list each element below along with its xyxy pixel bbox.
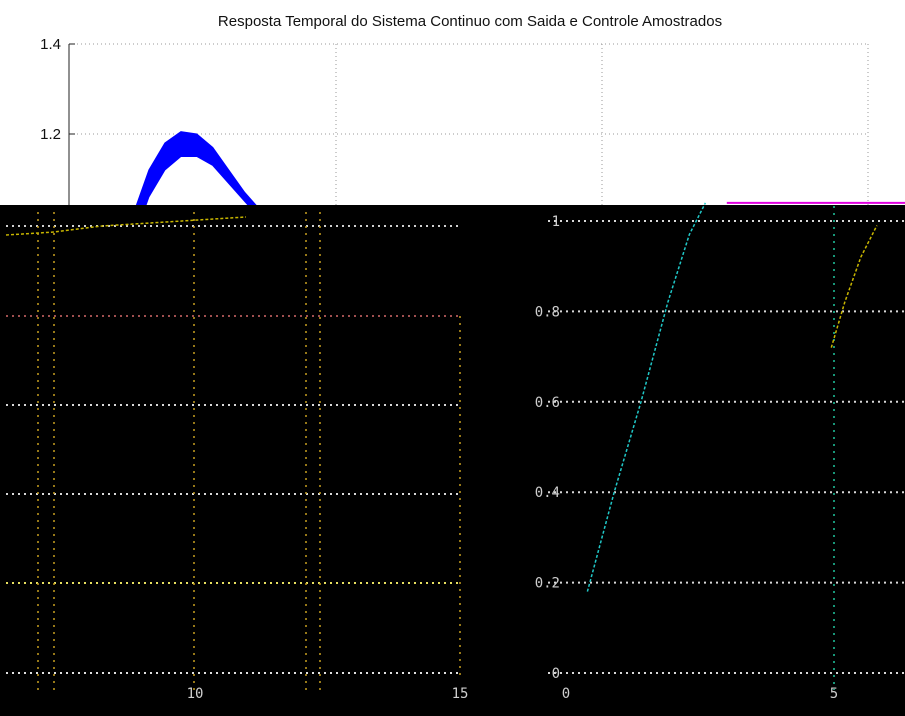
left-inset-x-tick-label: 10 <box>187 686 204 702</box>
top-y-tick-label: 1.4 <box>40 36 61 53</box>
right-inset-y-tick-label: 0.6 <box>535 395 560 411</box>
right-inset-y-tick-label: 1 <box>552 214 560 230</box>
right-inset-x-tick-label: 0 <box>562 686 570 702</box>
right-inset-y-tick-label: 0.4 <box>535 485 560 501</box>
right-inset-x-tick-label: 5 <box>830 686 838 702</box>
right-inset-y-tick-label: 0.8 <box>535 304 560 320</box>
chart-title: Resposta Temporal do Sistema Continuo co… <box>218 13 722 30</box>
overlay-background <box>0 205 905 716</box>
top-y-tick-label: 1.2 <box>40 126 61 143</box>
right-inset-y-tick-label: 0.2 <box>535 576 560 592</box>
right-inset-y-tick-label: 0 <box>552 666 560 682</box>
left-inset-x-tick-label: 15 <box>452 686 469 702</box>
dark-overlay-region: 10 15 0 0.2 0.4 0.6 0.8 1 0 5 <box>0 203 905 716</box>
